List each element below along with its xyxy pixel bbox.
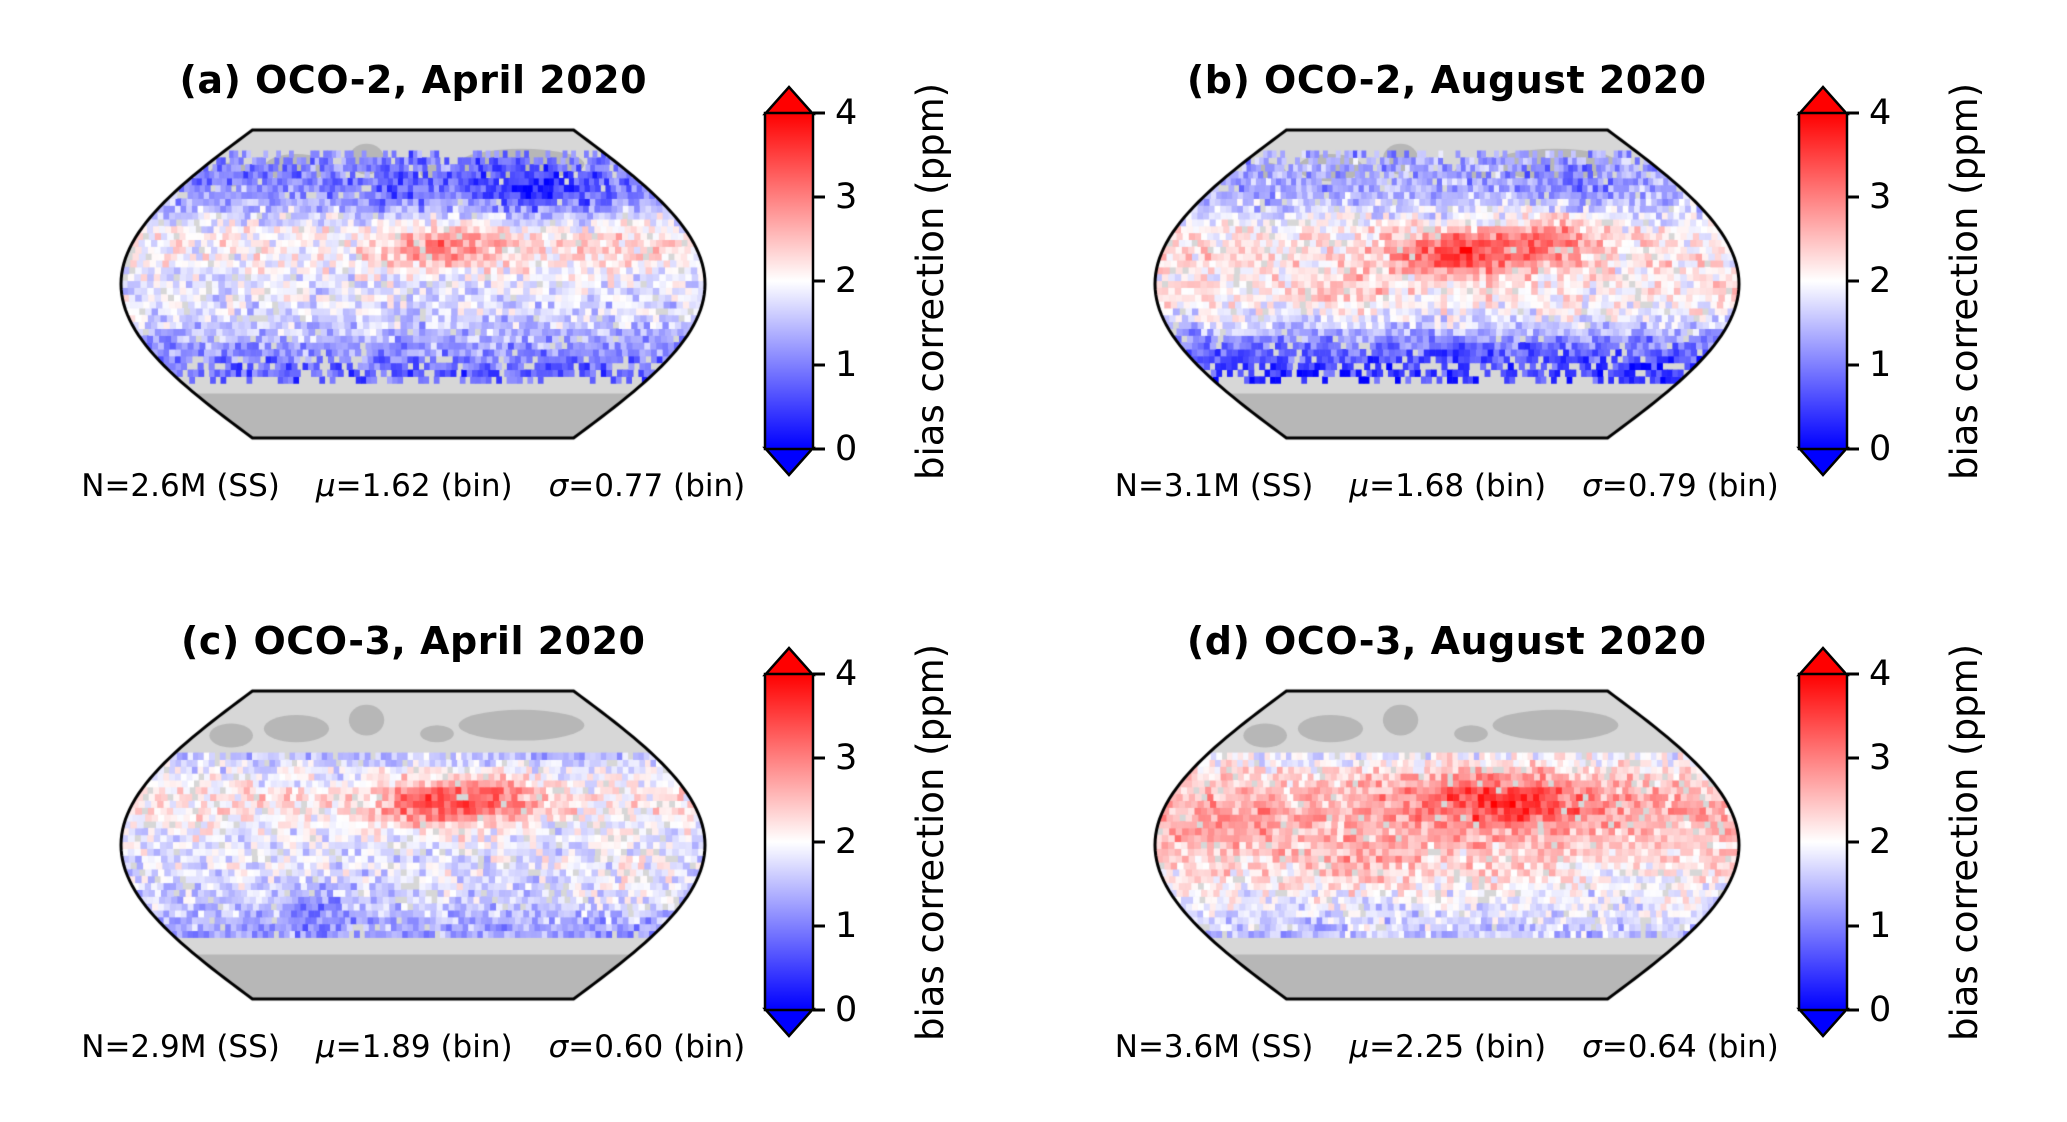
colorbar-tick-label: 2 xyxy=(835,822,857,862)
colorbar-tick-label: 3 xyxy=(1869,738,1891,778)
colorbar-gradient-bar xyxy=(763,111,815,450)
colorbar-tick-label: 1 xyxy=(835,345,857,385)
colorbar-tick-label: 2 xyxy=(1869,822,1891,862)
colorbar-tick-label: 3 xyxy=(835,177,857,217)
mu-symbol: μ xyxy=(315,467,336,504)
panel-b: (b) OCO-2, August 2020 N=3.1M (SS) μ=1.6… xyxy=(1034,0,2067,561)
colorbar-tick-label: 4 xyxy=(835,93,857,133)
colorbar-axis-label: bias correction (ppm) xyxy=(909,81,953,480)
mu-symbol: μ xyxy=(1349,1028,1370,1065)
panel-d: (d) OCO-3, August 2020 N=3.6M (SS) μ=2.2… xyxy=(1034,561,2067,1122)
panel-title: (d) OCO-3, August 2020 xyxy=(1186,618,1707,663)
stat-sigma: σ=0.77 (bin) xyxy=(549,468,746,504)
panel-c: (c) OCO-3, April 2020 N=2.9M (SS) μ=1.89… xyxy=(0,561,1034,1122)
colorbar-tick-label: 0 xyxy=(1869,429,1891,469)
colorbar-gradient-bar xyxy=(763,672,815,1011)
stat-count: N=2.6M (SS) xyxy=(81,467,280,504)
colorbar-bottom-arrow xyxy=(1795,446,1850,477)
map-column: (d) OCO-3, August 2020 N=3.6M (SS) μ=2.2… xyxy=(1115,619,1779,1065)
world-map-canvas xyxy=(103,674,724,1015)
colorbar: 4 3 2 1 0 xyxy=(1795,645,1891,1038)
stat-mean: μ=1.62 (bin) xyxy=(316,468,513,504)
sigma-symbol: σ xyxy=(1582,467,1602,504)
stats-line: N=2.9M (SS) μ=1.89 (bin) σ=0.60 (bin) xyxy=(81,1029,745,1065)
sigma-symbol: σ xyxy=(548,1028,569,1065)
colorbar: 4 3 2 1 0 xyxy=(762,84,858,477)
colorbar-tick-label: 1 xyxy=(835,906,857,946)
panel-a: (a) OCO-2, April 2020 N=2.6M (SS) μ=1.62… xyxy=(0,0,1034,561)
colorbar-top-arrow xyxy=(1795,84,1850,115)
world-map-canvas xyxy=(1136,674,1757,1015)
mu-value: =1.89 (bin) xyxy=(335,1028,513,1065)
colorbar-axis-label: bias correction (ppm) xyxy=(1942,81,1986,480)
colorbar-tick-label: 4 xyxy=(835,654,857,694)
panel-title: (a) OCO-2, April 2020 xyxy=(179,57,648,102)
colorbar-tick-label: 4 xyxy=(1869,93,1891,133)
stat-mean: μ=1.89 (bin) xyxy=(316,1029,513,1065)
colorbar-axis-label: bias correction (ppm) xyxy=(1942,642,1986,1041)
sigma-value: =0.60 (bin) xyxy=(568,1028,746,1065)
colorbar-tick-label: 0 xyxy=(835,990,857,1030)
mu-symbol: μ xyxy=(315,1028,336,1065)
colorbar-tick-label: 3 xyxy=(835,738,857,778)
colorbar-tick-label: 0 xyxy=(1869,990,1891,1030)
colorbar-bottom-arrow xyxy=(762,446,817,477)
world-map-canvas xyxy=(1136,113,1757,454)
mu-value: =1.62 (bin) xyxy=(335,467,513,504)
stat-mean: μ=2.25 (bin) xyxy=(1349,1029,1546,1065)
colorbar-top-arrow xyxy=(762,645,817,676)
colorbar: 4 3 2 1 0 xyxy=(1795,84,1891,477)
sigma-value: =0.64 (bin) xyxy=(1601,1028,1779,1065)
colorbar-bottom-arrow xyxy=(762,1007,817,1038)
colorbar-axis-label: bias correction (ppm) xyxy=(909,642,953,1041)
colorbar-tick-label: 2 xyxy=(835,261,857,301)
map-column: (a) OCO-2, April 2020 N=2.6M (SS) μ=1.62… xyxy=(81,58,745,504)
colorbar-gradient-bar xyxy=(1797,672,1848,1011)
sigma-value: =0.77 (bin) xyxy=(568,467,746,504)
map-column: (c) OCO-3, April 2020 N=2.9M (SS) μ=1.89… xyxy=(81,619,745,1065)
stat-sigma: σ=0.60 (bin) xyxy=(549,1029,746,1065)
colorbar-tick-label: 4 xyxy=(1869,654,1891,694)
sigma-value: =0.79 (bin) xyxy=(1601,467,1779,504)
map-column: (b) OCO-2, August 2020 N=3.1M (SS) μ=1.6… xyxy=(1115,58,1779,504)
sigma-symbol: σ xyxy=(548,467,569,504)
stat-count: N=3.1M (SS) xyxy=(1114,467,1314,504)
colorbar-top-arrow xyxy=(762,84,817,115)
colorbar-tick-label: 0 xyxy=(835,429,857,469)
stat-count: N=2.9M (SS) xyxy=(81,1028,280,1065)
stats-line: N=3.1M (SS) μ=1.68 (bin) σ=0.79 (bin) xyxy=(1115,468,1779,504)
panel-title: (c) OCO-3, April 2020 xyxy=(181,618,646,663)
world-map-canvas xyxy=(103,113,724,454)
mu-value: =1.68 (bin) xyxy=(1369,467,1547,504)
colorbar: 4 3 2 1 0 xyxy=(762,645,858,1038)
stats-line: N=2.6M (SS) μ=1.62 (bin) σ=0.77 (bin) xyxy=(81,468,745,504)
sigma-symbol: σ xyxy=(1582,1028,1602,1065)
mu-value: =2.25 (bin) xyxy=(1369,1028,1547,1065)
stat-count: N=3.6M (SS) xyxy=(1114,1028,1314,1065)
panel-title: (b) OCO-2, August 2020 xyxy=(1186,57,1707,102)
stats-line: N=3.6M (SS) μ=2.25 (bin) σ=0.64 (bin) xyxy=(1115,1029,1779,1065)
colorbar-tick-label: 3 xyxy=(1869,177,1891,217)
colorbar-tick-label: 2 xyxy=(1869,261,1891,301)
colorbar-tick-label: 1 xyxy=(1869,345,1891,385)
colorbar-gradient-bar xyxy=(1797,111,1848,450)
colorbar-tick-label: 1 xyxy=(1869,906,1891,946)
stat-mean: μ=1.68 (bin) xyxy=(1349,468,1546,504)
colorbar-bottom-arrow xyxy=(1795,1007,1850,1038)
colorbar-top-arrow xyxy=(1795,645,1850,676)
mu-symbol: μ xyxy=(1349,467,1370,504)
stat-sigma: σ=0.79 (bin) xyxy=(1582,468,1779,504)
stat-sigma: σ=0.64 (bin) xyxy=(1582,1029,1779,1065)
